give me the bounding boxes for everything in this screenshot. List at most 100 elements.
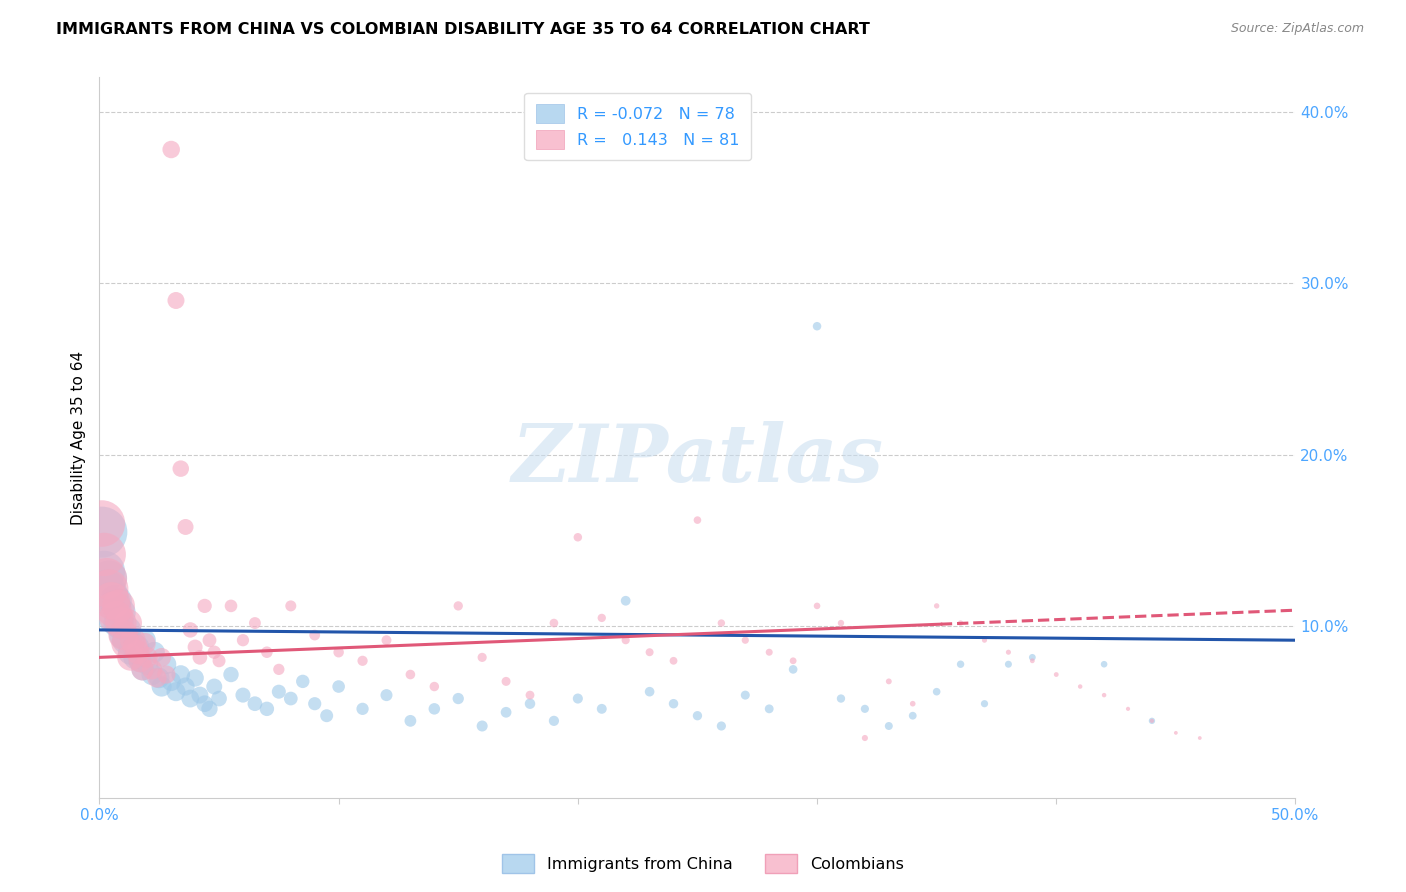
- Point: [591, 702, 613, 716]
- Point: [148, 671, 170, 685]
- Point: [256, 645, 278, 659]
- Point: [243, 615, 266, 630]
- Point: [447, 599, 470, 613]
- Point: [877, 719, 900, 733]
- Point: [519, 697, 541, 711]
- Point: [131, 662, 153, 676]
- Point: [1092, 657, 1115, 672]
- Point: [352, 702, 374, 716]
- Point: [471, 650, 494, 665]
- Point: [591, 611, 613, 625]
- Point: [117, 615, 139, 630]
- Point: [141, 667, 163, 681]
- Point: [120, 650, 142, 665]
- Point: [136, 657, 159, 672]
- Point: [112, 628, 135, 642]
- Point: [267, 684, 290, 698]
- Point: [202, 645, 225, 659]
- Point: [105, 593, 128, 607]
- Point: [280, 691, 302, 706]
- Point: [165, 293, 187, 308]
- Point: [232, 688, 254, 702]
- Point: [243, 697, 266, 711]
- Point: [150, 650, 173, 665]
- Point: [315, 708, 337, 723]
- Point: [1069, 680, 1091, 694]
- Point: [103, 597, 125, 611]
- Point: [131, 662, 153, 676]
- Point: [146, 671, 169, 685]
- Point: [543, 714, 565, 728]
- Point: [96, 571, 118, 585]
- Text: ZIPatlas: ZIPatlas: [512, 421, 883, 498]
- Point: [194, 599, 217, 613]
- Point: [997, 657, 1019, 672]
- Point: [806, 599, 828, 613]
- Point: [686, 513, 709, 527]
- Point: [567, 530, 589, 544]
- Point: [997, 645, 1019, 659]
- Point: [124, 640, 146, 654]
- Point: [112, 628, 135, 642]
- Point: [710, 719, 733, 733]
- Point: [98, 582, 121, 596]
- Point: [179, 623, 201, 637]
- Point: [638, 684, 661, 698]
- Point: [114, 637, 136, 651]
- Point: [638, 645, 661, 659]
- Point: [174, 520, 197, 534]
- Point: [96, 582, 118, 596]
- Point: [219, 599, 242, 613]
- Point: [219, 667, 242, 681]
- Point: [662, 697, 685, 711]
- Point: [150, 680, 173, 694]
- Point: [686, 708, 709, 723]
- Point: [198, 702, 221, 716]
- Text: Source: ZipAtlas.com: Source: ZipAtlas.com: [1230, 22, 1364, 36]
- Point: [734, 688, 756, 702]
- Point: [110, 615, 132, 630]
- Point: [267, 662, 290, 676]
- Point: [160, 674, 183, 689]
- Point: [710, 615, 733, 630]
- Point: [758, 645, 780, 659]
- Point: [423, 680, 446, 694]
- Point: [105, 611, 128, 625]
- Point: [925, 684, 948, 698]
- Point: [471, 719, 494, 733]
- Point: [1021, 650, 1043, 665]
- Point: [98, 571, 121, 585]
- Point: [170, 667, 193, 681]
- Point: [782, 654, 804, 668]
- Point: [114, 633, 136, 648]
- Point: [1021, 654, 1043, 668]
- Point: [117, 623, 139, 637]
- Point: [375, 688, 398, 702]
- Point: [110, 606, 132, 620]
- Point: [127, 640, 149, 654]
- Point: [519, 688, 541, 702]
- Point: [495, 706, 517, 720]
- Legend: Immigrants from China, Colombians: Immigrants from China, Colombians: [496, 847, 910, 880]
- Point: [1188, 731, 1211, 745]
- Point: [830, 615, 852, 630]
- Point: [1140, 714, 1163, 728]
- Point: [543, 615, 565, 630]
- Point: [1092, 688, 1115, 702]
- Point: [143, 645, 166, 659]
- Point: [120, 645, 142, 659]
- Point: [973, 633, 995, 648]
- Point: [973, 697, 995, 711]
- Point: [100, 589, 122, 603]
- Point: [662, 654, 685, 668]
- Point: [124, 650, 146, 665]
- Point: [165, 684, 187, 698]
- Point: [399, 667, 422, 681]
- Point: [136, 650, 159, 665]
- Point: [160, 143, 183, 157]
- Point: [1116, 702, 1139, 716]
- Point: [853, 731, 876, 745]
- Point: [949, 615, 972, 630]
- Point: [304, 697, 326, 711]
- Text: IMMIGRANTS FROM CHINA VS COLOMBIAN DISABILITY AGE 35 TO 64 CORRELATION CHART: IMMIGRANTS FROM CHINA VS COLOMBIAN DISAB…: [56, 22, 870, 37]
